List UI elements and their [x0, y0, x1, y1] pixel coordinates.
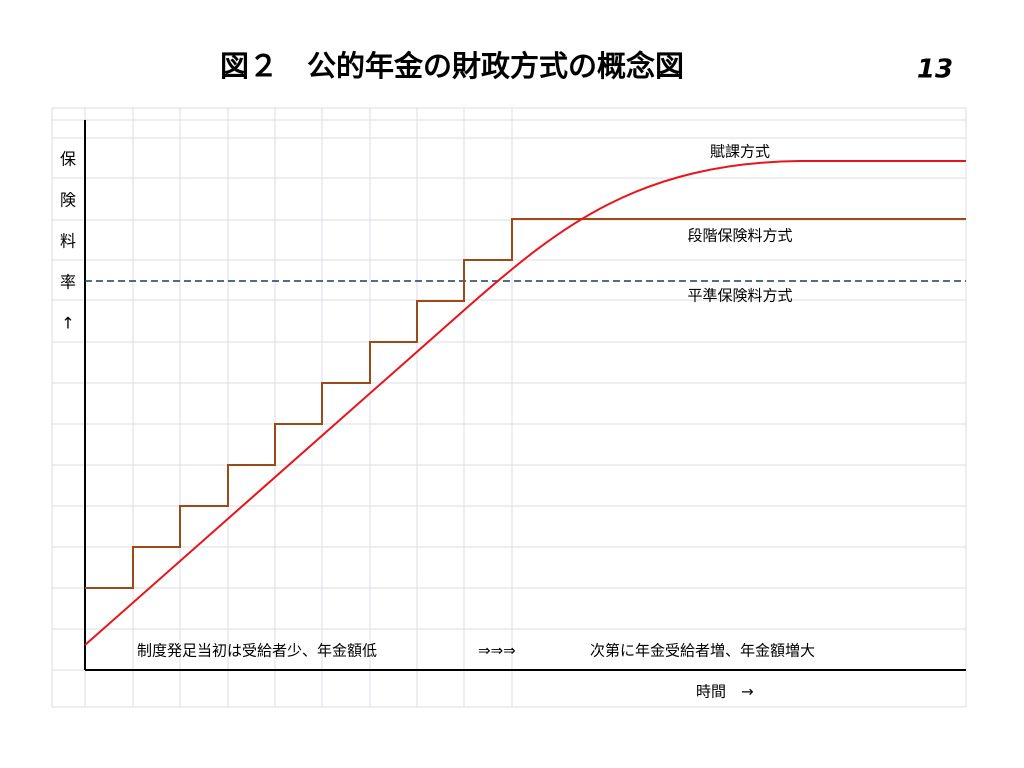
bottom-note: 制度発足当初は受給者少、年金額低 [137, 642, 377, 660]
bottom-note: 次第に年金受給者増、年金額増大 [590, 642, 815, 660]
x-axis-label: 時間 → [696, 683, 754, 701]
y-axis-label-char: 率 [60, 273, 76, 292]
y-axis-label-char: 険 [60, 191, 76, 210]
curve-label: 平準保険料方式 [687, 287, 792, 305]
y-axis-label-char: ↑ [61, 314, 74, 333]
grid [51, 107, 967, 708]
y-axis-label-char: 料 [60, 232, 76, 251]
page-number: 13 [917, 55, 953, 85]
title: 図２ 公的年金の財政方式の概念図 [220, 49, 684, 83]
bottom-note: ⇒⇒⇒ [478, 642, 516, 660]
curve-label: 段階保険料方式 [687, 227, 792, 245]
stepped-premium-line [85, 218, 966, 589]
curve-label: 賦課方式 [710, 143, 770, 161]
y-axis-label-char: 保 [60, 150, 76, 169]
pay-as-you-go-curve [84, 160, 966, 646]
